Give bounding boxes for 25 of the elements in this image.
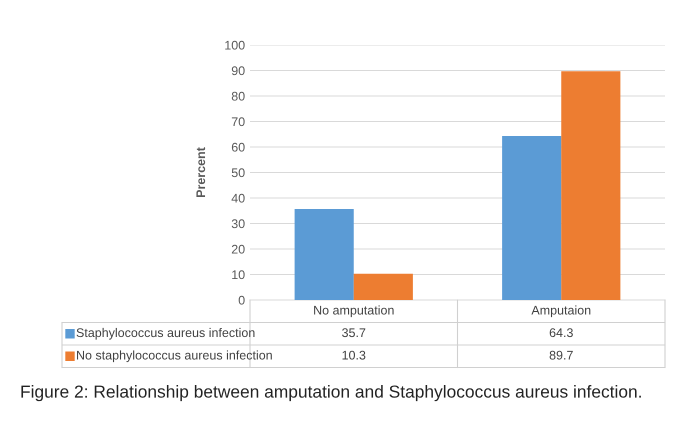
x-tick-label: No amputation bbox=[314, 305, 394, 318]
y-tick-label: 30 bbox=[232, 219, 245, 228]
data-label: 10.3 bbox=[342, 350, 366, 360]
bar bbox=[561, 71, 620, 300]
data-label: 89.7 bbox=[550, 350, 573, 360]
y-tick-label: 20 bbox=[232, 244, 245, 254]
y-tick-label: 0 bbox=[238, 296, 245, 305]
bar bbox=[354, 274, 413, 300]
y-axis-title: Prercent bbox=[196, 147, 206, 198]
legend-label: Staphylococcus aureus infection bbox=[76, 328, 254, 340]
bar bbox=[294, 208, 354, 300]
y-tick-label: 100 bbox=[225, 40, 245, 50]
bar bbox=[502, 136, 562, 300]
y-tick-label: 90 bbox=[232, 66, 245, 76]
caption: Figure 2: Relationship between amputation and Staphylococcus aureus infection. bbox=[21, 385, 641, 402]
y-tick-label: 50 bbox=[232, 168, 245, 178]
data-label: 35.7 bbox=[342, 328, 366, 338]
legend-label: No staphylococcus aureus infection bbox=[77, 350, 272, 362]
y-tick-label: 10 bbox=[232, 270, 245, 280]
y-tick-label: 80 bbox=[232, 92, 245, 101]
y-tick-label: 60 bbox=[232, 142, 245, 152]
y-tick-label: 70 bbox=[232, 117, 245, 126]
y-tick-label: 40 bbox=[232, 194, 245, 203]
x-tick-label: Amputaion bbox=[531, 305, 590, 318]
data-label: 64.3 bbox=[550, 328, 573, 338]
